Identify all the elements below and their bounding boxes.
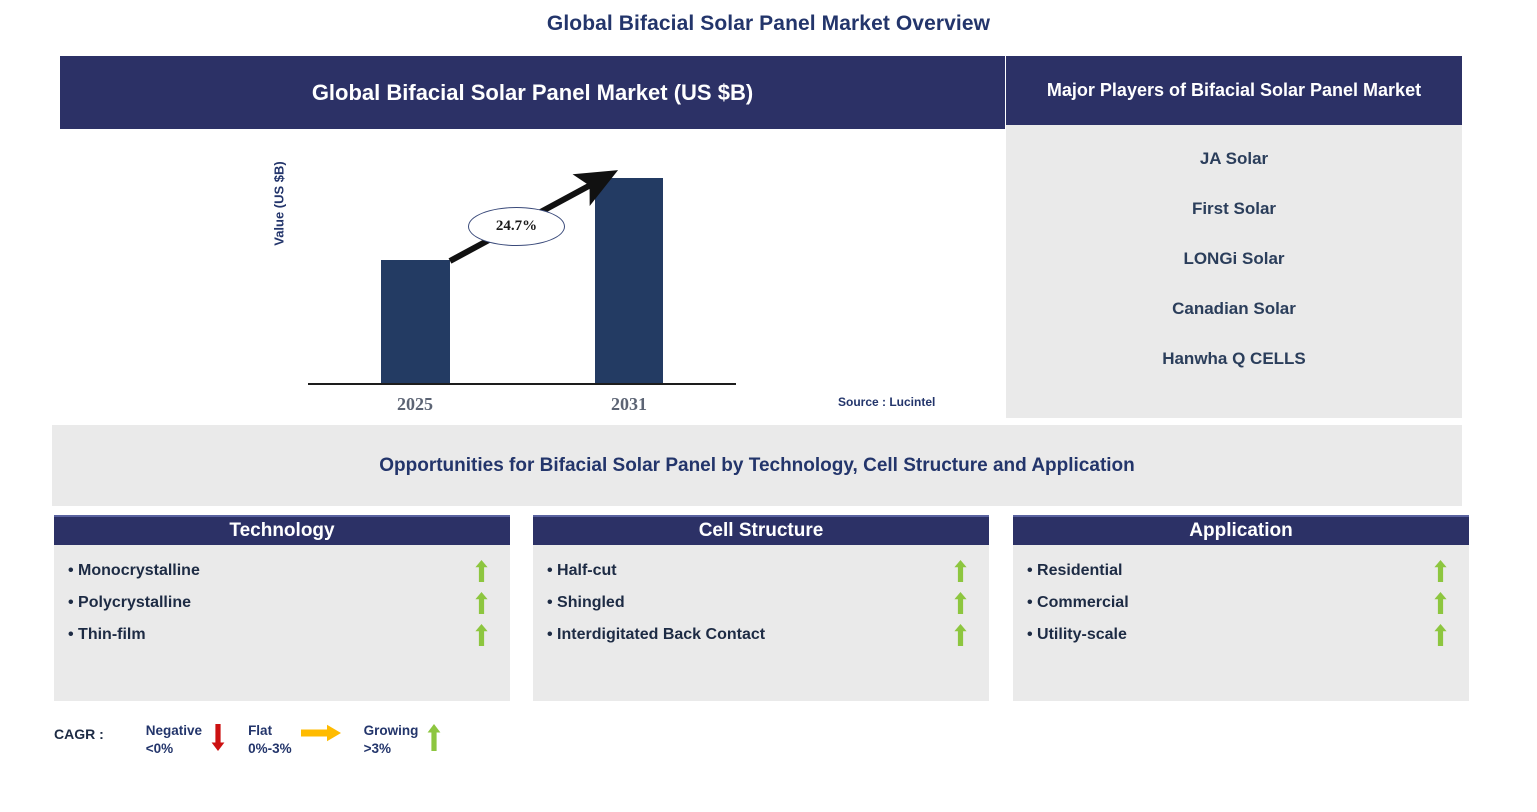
list-item: JA Solar <box>1199 149 1269 168</box>
category-label: • Polycrystalline <box>68 594 191 611</box>
players-panel-header: Major Players of Bifacial Solar Panel Ma… <box>1006 56 1462 125</box>
legend-negative-name: Negative <box>145 723 203 738</box>
arrow-up-icon <box>1427 624 1453 646</box>
category-label: • Interdigitated Back Contact <box>547 626 766 643</box>
players-list: JA Solar First Solar LONGi Solar Canadia… <box>1006 125 1462 418</box>
x-tick-label-2025: 2025 <box>397 394 433 414</box>
card-cell-structure-header: Cell Structure <box>533 515 989 545</box>
category-label: • Thin-film <box>68 626 146 643</box>
list-item: • Residential <box>1013 555 1469 587</box>
list-item: • Shingled <box>533 587 989 619</box>
bar-2025 <box>381 260 450 383</box>
card-cell-structure: Cell Structure • Half-cut • Shingled • I… <box>533 515 989 701</box>
card-application-body: • Residential • Commercial • Utility-sca… <box>1013 545 1469 701</box>
legend-entry-negative: Negative <0% <box>146 722 234 758</box>
list-item: Hanwha Q CELLS <box>1162 349 1306 368</box>
chart-panel-header: Global Bifacial Solar Panel Market (US $… <box>60 56 1005 129</box>
arrow-up-icon <box>468 560 494 582</box>
card-technology: Technology • Monocrystalline • Polycryst… <box>54 515 510 701</box>
cagr-legend-title: CAGR : <box>54 726 104 742</box>
card-cell-structure-body: • Half-cut • Shingled • Interdigitated B… <box>533 545 989 701</box>
legend-growing-name: Growing <box>363 723 419 738</box>
arrow-up-icon <box>947 560 973 582</box>
list-item: • Thin-film <box>54 619 510 651</box>
arrow-up-icon <box>947 592 973 614</box>
chart-y-axis-label: Value (US $B) <box>271 161 287 246</box>
list-item: Canadian Solar <box>1172 299 1296 318</box>
category-label: • Commercial <box>1027 594 1129 611</box>
opportunities-banner: Opportunities for Bifacial Solar Panel b… <box>52 425 1462 506</box>
arrow-up-icon <box>947 624 973 646</box>
bar-chart <box>60 129 1005 418</box>
list-item: • Half-cut <box>533 555 989 587</box>
arrow-up-icon <box>468 624 494 646</box>
cagr-value: 24.7% <box>495 218 538 234</box>
opportunities-title: Opportunities for Bifacial Solar Panel b… <box>379 454 1135 476</box>
cagr-callout-bubble: 24.7% <box>468 207 565 246</box>
page-title: Global Bifacial Solar Panel Market Overv… <box>546 12 991 35</box>
arrow-up-icon <box>468 592 494 614</box>
legend-growing-range: >3% <box>363 741 391 757</box>
category-label: • Residential <box>1027 562 1123 579</box>
bar-2031 <box>595 178 663 383</box>
list-item: LONGi Solar <box>1183 249 1285 268</box>
card-technology-header: Technology <box>54 515 510 545</box>
arrow-right-icon <box>300 722 341 742</box>
card-technology-body: • Monocrystalline • Polycrystalline • Th… <box>54 545 510 701</box>
cagr-legend: CAGR : Negative <0% Flat 0%-3% Growing >… <box>54 722 464 770</box>
category-label: • Shingled <box>547 594 625 611</box>
legend-entry-flat: Flat 0%-3% <box>248 722 350 758</box>
card-application-header: Application <box>1013 515 1469 545</box>
legend-negative-range: <0% <box>145 741 174 757</box>
list-item: • Polycrystalline <box>54 587 510 619</box>
arrow-down-icon <box>211 722 225 751</box>
list-item: • Interdigitated Back Contact <box>533 619 989 651</box>
source-note: Source : Lucintel <box>838 395 936 409</box>
arrow-up-icon <box>1427 592 1453 614</box>
legend-flat-range: 0%-3% <box>248 741 292 757</box>
category-label: • Utility-scale <box>1027 626 1127 643</box>
list-item: • Utility-scale <box>1013 619 1469 651</box>
arrow-up-icon <box>1427 560 1453 582</box>
list-item: • Monocrystalline <box>54 555 510 587</box>
arrow-up-icon <box>427 722 441 751</box>
major-players-panel: Major Players of Bifacial Solar Panel Ma… <box>1006 56 1462 418</box>
card-application: Application • Residential • Commercial •… <box>1013 515 1469 701</box>
category-label: • Monocrystalline <box>68 562 200 579</box>
legend-flat-name: Flat <box>248 723 273 738</box>
market-chart-panel: Global Bifacial Solar Panel Market (US $… <box>60 56 1005 418</box>
x-tick-label-2031: 2031 <box>611 394 647 414</box>
list-item: • Commercial <box>1013 587 1469 619</box>
list-item: First Solar <box>1191 199 1277 218</box>
chart-x-axis-line <box>308 383 736 385</box>
legend-entry-growing: Growing >3% <box>364 722 451 758</box>
category-label: • Half-cut <box>547 562 617 579</box>
